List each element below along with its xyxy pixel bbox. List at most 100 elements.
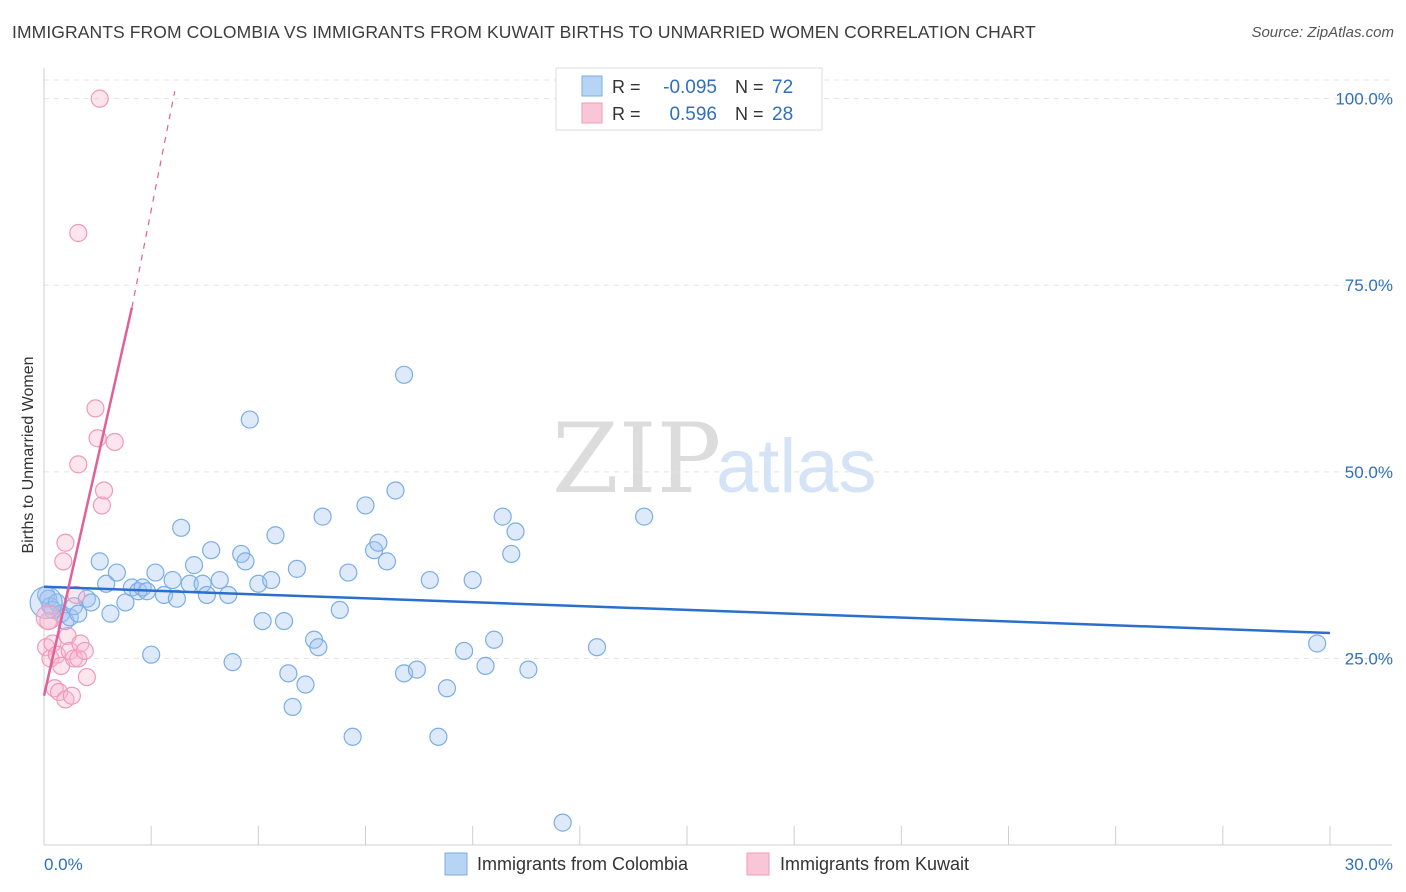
legend-n-value-kuwait: 28	[772, 104, 793, 125]
data-point	[253, 611, 272, 631]
data-point	[377, 552, 397, 571]
data-point	[437, 679, 457, 698]
y-tick-label: 25.0%	[1345, 649, 1393, 668]
data-point	[75, 641, 94, 661]
data-point	[553, 813, 572, 832]
watermark-atlas: atlas	[716, 424, 877, 509]
data-point	[407, 660, 427, 679]
data-point	[197, 585, 216, 605]
data-point	[94, 481, 114, 500]
data-point	[502, 544, 521, 564]
y-tick-label: 50.0%	[1345, 463, 1393, 482]
trend-line-colombia	[43, 585, 1331, 635]
data-point	[90, 552, 109, 571]
y-tick-label: 100.0%	[1335, 90, 1393, 109]
y-axis-label: Births to Unmarried Women	[20, 356, 37, 553]
data-point	[219, 585, 238, 605]
data-point	[142, 645, 161, 664]
data-point	[296, 675, 315, 694]
data-point	[146, 563, 165, 582]
chart-title: IMMIGRANTS FROM COLOMBIA VS IMMIGRANTS F…	[12, 22, 1036, 42]
x-tick-label-min: 0.0%	[44, 855, 83, 874]
data-point	[309, 638, 328, 657]
legend-n-label-colombia: N =	[735, 77, 764, 97]
data-point	[485, 630, 504, 649]
data-point	[77, 667, 96, 687]
legend-bottom: Immigrants from Colombia Immigrants from…	[444, 852, 969, 876]
legend-swatch-kuwait	[581, 102, 603, 124]
data-point	[69, 223, 88, 243]
data-point	[69, 455, 88, 474]
watermark-zip: ZIP	[552, 403, 721, 515]
data-point	[519, 660, 538, 679]
data-point	[454, 641, 474, 661]
data-point	[236, 552, 255, 571]
data-point	[90, 89, 109, 108]
legend-r-label-kuwait: R =	[612, 104, 641, 124]
data-point	[69, 604, 88, 623]
bottom-legend-label-kuwait: Immigrants from Kuwait	[780, 854, 969, 874]
trend-line-kuwait	[42, 307, 134, 697]
trend-line-kuwait-extension	[131, 91, 176, 308]
data-point	[54, 552, 73, 571]
x-tick-label-max: 30.0%	[1345, 855, 1393, 874]
data-point	[279, 664, 298, 683]
y-tick-label: 75.0%	[1345, 276, 1393, 295]
data-point	[330, 600, 349, 620]
legend-swatch-colombia	[581, 75, 603, 97]
data-point	[339, 563, 358, 582]
data-point	[343, 727, 362, 746]
data-point	[274, 611, 294, 631]
data-point	[506, 522, 525, 541]
chart-source: Source: ZipAtlas.com	[1251, 24, 1394, 41]
bottom-legend-label-colombia: Immigrants from Colombia	[477, 854, 689, 874]
data-point	[184, 556, 204, 575]
data-point	[266, 526, 285, 545]
legend-n-label-kuwait: N =	[735, 104, 764, 124]
legend-r-value-kuwait: 0.596	[669, 104, 717, 125]
data-point	[369, 533, 388, 552]
data-point	[69, 649, 88, 668]
data-point	[587, 638, 607, 657]
legend-n-value-colombia: 72	[772, 77, 793, 98]
data-point	[163, 570, 182, 590]
data-point	[493, 507, 512, 526]
data-point	[172, 518, 191, 537]
data-point	[635, 507, 654, 526]
data-point	[394, 365, 414, 384]
axes	[43, 68, 1392, 846]
data-point	[420, 570, 439, 590]
data-point-cluster	[35, 604, 61, 630]
data-point	[313, 507, 332, 526]
data-point	[283, 697, 302, 717]
legend-r-label-colombia: R =	[612, 77, 641, 97]
data-point	[463, 570, 482, 590]
y-tick-labels: 25.0% 50.0% 75.0% 100.0%	[1335, 90, 1393, 669]
series-kuwait-points	[35, 89, 124, 709]
gridlines	[44, 79, 1392, 659]
data-point	[167, 589, 186, 608]
data-point	[287, 559, 307, 578]
bottom-legend-swatch-colombia	[444, 852, 468, 876]
data-point	[386, 481, 405, 500]
data-point	[202, 541, 221, 560]
trend-lines	[42, 91, 1331, 697]
legend-top: R = -0.095 N = 72 R = 0.596 N = 28	[555, 67, 823, 131]
data-point	[240, 410, 259, 429]
data-point	[356, 496, 375, 515]
data-point	[476, 656, 495, 675]
data-point	[86, 399, 105, 418]
data-point	[62, 686, 81, 705]
data-point	[107, 563, 126, 582]
data-point	[101, 604, 120, 623]
data-point	[429, 727, 448, 746]
data-point	[262, 570, 281, 590]
data-point	[1308, 634, 1327, 653]
data-point	[105, 432, 124, 452]
legend-r-value-colombia: -0.095	[663, 77, 717, 98]
data-point	[210, 570, 229, 590]
data-point	[92, 496, 111, 515]
data-point	[56, 533, 75, 552]
series-colombia-points	[29, 365, 1327, 832]
